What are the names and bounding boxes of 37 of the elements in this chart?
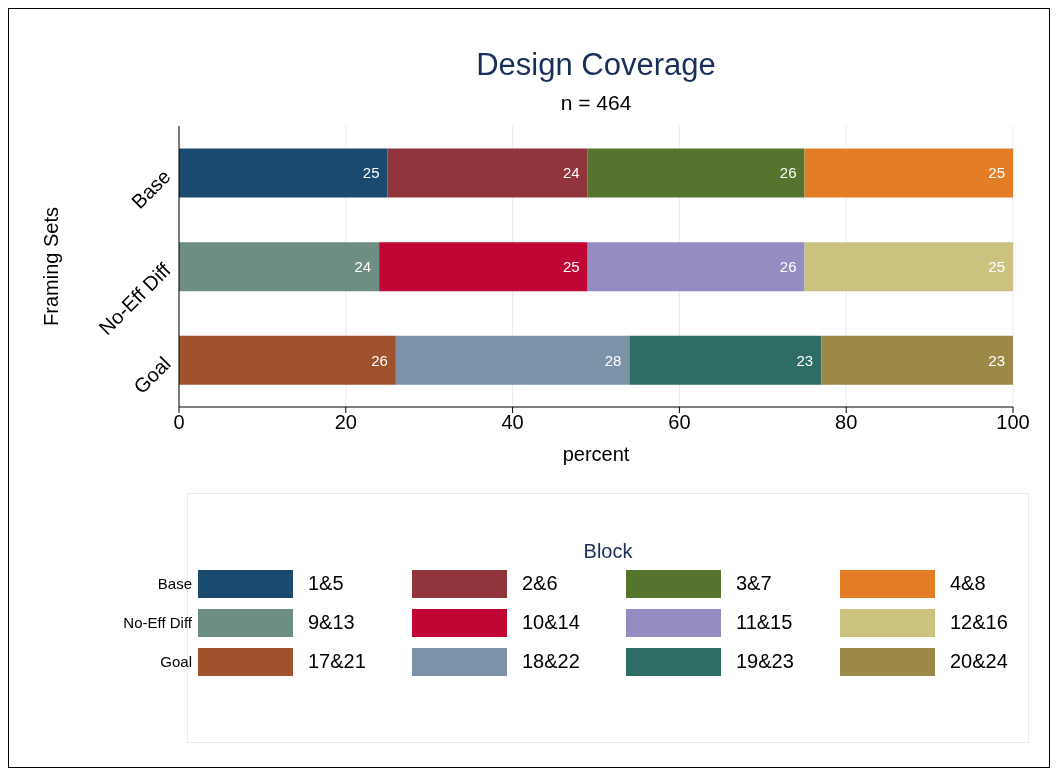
- x-tick-label: 40: [501, 411, 524, 434]
- data-label: 25: [988, 164, 1005, 182]
- data-label: 25: [562, 257, 580, 275]
- x-tick-label: 20: [334, 411, 357, 434]
- data-label: 24: [562, 164, 580, 182]
- data-label: 25: [988, 257, 1005, 275]
- data-label: 26: [779, 257, 797, 275]
- data-label: 24: [354, 257, 372, 275]
- x-tick-label: 80: [835, 411, 858, 434]
- data-label: 23: [796, 351, 814, 369]
- legend-label: 19&23: [736, 650, 794, 673]
- category-label: Goal: [160, 653, 192, 670]
- legend-label: 17&21: [308, 650, 366, 673]
- data-label: 26: [371, 351, 388, 369]
- legend-label: 10&14: [522, 611, 580, 634]
- legend-label: 20&24: [950, 650, 1008, 673]
- chart-title: Design Coverage: [475, 47, 717, 83]
- x-tick-label: 60: [668, 411, 691, 434]
- data-label: 28: [604, 351, 622, 369]
- legend-title: Block: [582, 540, 634, 563]
- category-label: Base: [157, 575, 192, 592]
- legend-label: 11&15: [736, 611, 793, 634]
- x-axis-title: percent: [562, 443, 630, 465]
- legend-label: 1&5: [308, 572, 344, 595]
- legend-label: 12&16: [950, 611, 1008, 634]
- legend-label: 18&22: [522, 650, 580, 673]
- legend-label: 4&8: [950, 572, 986, 595]
- data-label: 26: [779, 164, 797, 182]
- legend-label: 9&13: [308, 611, 355, 634]
- data-label: 25: [362, 164, 380, 182]
- x-tick-label: 100: [996, 411, 1030, 434]
- data-label: 23: [988, 351, 1005, 369]
- legend-label: 3&7: [736, 572, 772, 595]
- x-tick-label: 0: [173, 411, 185, 434]
- legend-label: 2&6: [522, 572, 558, 595]
- chart-subtitle: n = 464: [559, 91, 633, 115]
- y-axis-title: Framing Sets: [40, 207, 63, 326]
